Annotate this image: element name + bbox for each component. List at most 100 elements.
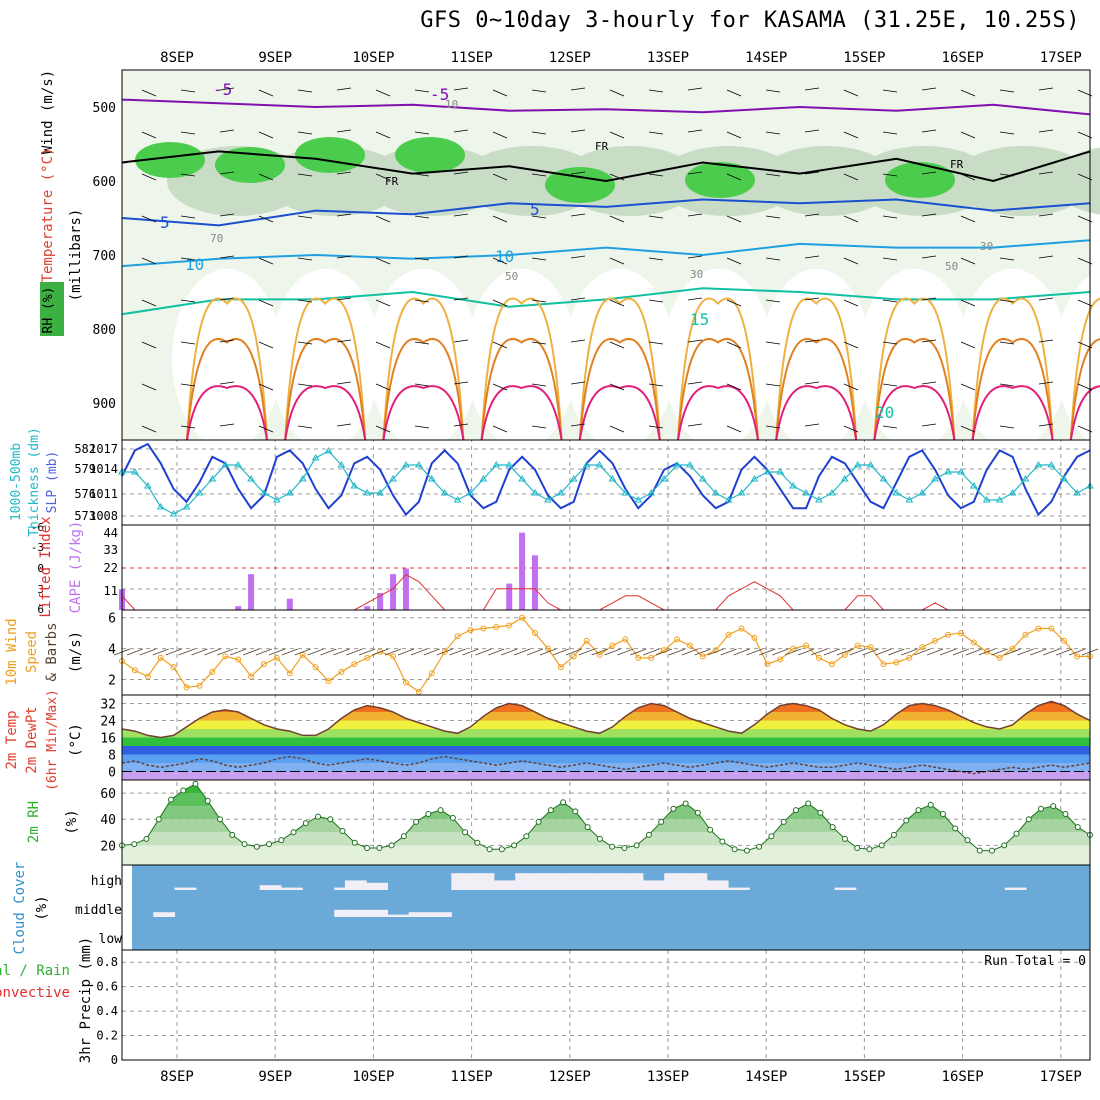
cloud-cell [557,873,569,890]
cloud-cell [589,873,601,890]
rh-marker [792,807,799,814]
rh-marker [180,787,187,794]
wind-barb [823,648,841,656]
rh-marker [204,797,211,804]
wind-barb [843,257,859,265]
rh-marker [241,841,248,848]
contour-label: 5 [160,213,170,232]
wind-speed-marker [583,637,590,644]
wind-barb [180,341,196,345]
cloud-cell [1004,887,1016,890]
wind-barb [180,299,196,303]
tick-label: 0.2 [96,1029,118,1043]
tick-label: 0 [111,1053,118,1067]
warm-isotherm [1069,385,1100,441]
wind-barb [375,341,391,349]
thickness-marker [647,489,656,496]
wind-speed-marker [880,661,887,668]
wind-barb [726,425,742,433]
wind-speed-marker [532,630,539,637]
cloud-cell [611,873,623,890]
dewpoint-series [121,755,1091,775]
tick-label: 6 [37,603,44,616]
rh-clear [761,268,872,449]
tick-label: 8 [108,749,116,764]
x-tick-label-bottom: 11SEP [451,1069,493,1085]
rh-marker [364,845,371,851]
cloud-cell [281,887,293,890]
rh-clear [859,268,970,449]
rh-high-shade [395,137,465,173]
thickness-marker [427,475,436,482]
wind-speed-marker [790,645,797,652]
tick-label: 0.6 [96,980,118,994]
wind-barb [570,87,586,91]
wind-barb [204,648,221,656]
tick-label: 0 [108,766,116,781]
lifted-index-series [121,573,1090,611]
x-tick-label-bottom: 8SEP [160,1069,194,1085]
wind-barb [759,648,776,656]
tick-label: middle [75,903,122,918]
wind-barb [797,648,815,656]
wind-barb [320,648,337,656]
rh-shade [952,146,1093,216]
cloud-cell [706,880,718,890]
thickness-marker [466,489,475,496]
wind-barb [488,648,505,656]
wind-barb [648,131,664,135]
rh-marker [976,847,983,854]
wind-barb [882,131,898,135]
x-tick-label-bottom: 12SEP [549,1069,591,1085]
rh-legend-swatch [40,282,64,336]
thickness-marker [827,489,836,496]
wind-barb [333,648,350,656]
x-tick-label-bottom: 13SEP [647,1069,689,1085]
thickness-marker [698,475,707,482]
rh-clear [172,268,282,449]
wind-barb [453,213,469,217]
rh-marker [658,818,665,825]
wind-barb [1038,87,1054,91]
wind-barb [687,171,703,175]
wind-speed-marker [557,664,564,671]
wind-barb [960,215,976,223]
wind-barb [255,648,273,656]
wind-speed-marker [312,664,319,671]
rh-clear [466,268,577,449]
wind-barb [687,213,703,217]
thickness-marker [724,496,733,503]
rh-marker [155,816,162,823]
thickness-marker [247,475,255,482]
cloud-cover-panel [132,865,1090,950]
wind-barb [960,425,976,433]
cape-bar [506,583,513,610]
rh-marker [780,818,787,825]
contour-label: 50 [945,260,958,273]
x-tick-label-bottom: 17SEP [1040,1069,1082,1085]
wind-barb [294,648,311,656]
thickness-marker [337,461,346,468]
wind-barb [604,648,621,656]
wind-barb [726,215,742,223]
wind-barb [230,648,247,656]
wind-barb [1038,297,1054,301]
thickness-marker [763,468,772,475]
cloud-cell [153,912,165,917]
wind-barb [999,89,1015,93]
wind-barb [570,423,586,427]
cloud-cell [621,873,633,890]
wind-speed-marker [544,645,551,652]
wind-barb [843,341,859,349]
wind-barb [492,299,508,307]
warm-isotherm [873,297,956,441]
rh-high-shade [135,142,205,178]
cloud-cell [504,880,516,890]
thickness-marker [272,496,281,503]
x-tick-label-bottom: 15SEP [843,1069,885,1085]
temp-band [122,754,1090,763]
cloud-cell [270,885,282,890]
rh-marker [731,846,738,853]
cloud-cell [376,909,388,917]
